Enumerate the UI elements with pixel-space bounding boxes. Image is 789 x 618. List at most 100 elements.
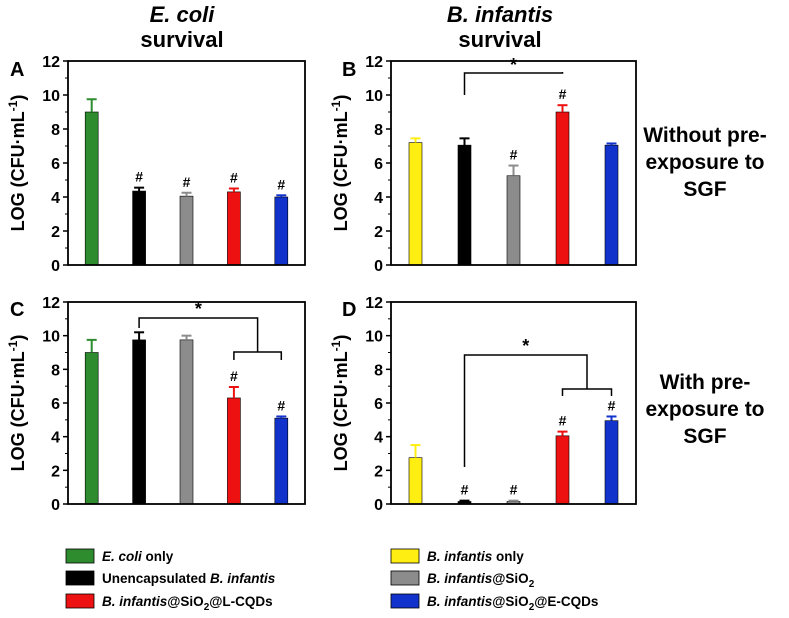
legend-label-part: E. coli (102, 549, 142, 564)
panel-letter: A (10, 59, 24, 81)
legend-label-part: 2 (204, 602, 210, 613)
legend-label: B. infantis@SiO2@L-CQDs (102, 594, 273, 613)
panel-b: B LOG (CFU·mL-1) 0 2 4 6 8 10 12 # # * (329, 54, 637, 275)
bar (84, 352, 99, 505)
y-tick-label: 2 (374, 463, 383, 480)
y-tick-label: 12 (42, 295, 60, 312)
y-tick-label: 10 (42, 329, 60, 346)
significance-bracket (138, 317, 259, 352)
y-tick-label: 12 (42, 54, 60, 71)
y-axis-label-main: LOG (CFU·mL (8, 351, 28, 471)
legend-label-part: 2 (529, 579, 535, 590)
y-tick-label: 6 (51, 396, 60, 413)
panel-letter: C (10, 299, 24, 321)
y-tick-label: 12 (365, 54, 383, 71)
legend: E. coli only B. infantis onlyUnencapsulat… (65, 548, 598, 613)
y-axis-label: LOG (CFU·mL-1) (329, 95, 351, 232)
panel-a: A LOG (CFU·mL-1) 0 2 4 6 8 10 12 # # # # (6, 54, 306, 275)
legend-label: B. infantis@SiO2@E-CQDs (427, 594, 598, 613)
y-tick-label: 10 (42, 88, 60, 105)
significance-mark: # (183, 174, 191, 190)
significance-bracket (463, 354, 588, 467)
legend-swatch (390, 570, 420, 586)
y-axis-label: LOG (CFU·mL-1) (6, 95, 28, 232)
col-title-left-line2: survival (140, 27, 223, 52)
significance-bracket (463, 72, 564, 95)
significance-star: * (510, 55, 517, 75)
col-title-left-organism: E. coli (150, 2, 216, 27)
significance-mark: # (230, 368, 238, 384)
y-axis-label: LOG (CFU·mL-1) (329, 335, 351, 472)
legend-label-part: only (492, 549, 524, 564)
legend-label: B. infantis only (427, 549, 524, 564)
bar (179, 195, 194, 266)
y-axis-label-main: LOG (CFU·mL (8, 111, 28, 231)
y-tick-label: 8 (374, 122, 383, 139)
bar (408, 142, 423, 266)
row-title-bottom-3: SGF (683, 425, 726, 448)
significance-star: * (522, 336, 529, 356)
panel-c: C LOG (CFU·mL-1) 0 2 4 6 8 10 12 # # * (6, 295, 306, 514)
bar (132, 190, 146, 266)
significance-star: * (195, 299, 202, 319)
bar (604, 420, 619, 505)
significance-mark: # (559, 86, 567, 102)
panel-letter: B (342, 59, 356, 81)
legend-label-part: @L-CQDs (209, 594, 272, 609)
panel-letter: D (342, 299, 356, 321)
y-tick-label: 10 (365, 88, 383, 105)
bar (555, 435, 570, 505)
y-axis-label-sup: -1 (6, 340, 20, 351)
significance-mark: # (277, 397, 285, 413)
legend-label-part: @E-CQDs (534, 594, 598, 609)
bar (506, 175, 521, 266)
significance-mark: # (230, 170, 238, 186)
significance-mark: # (510, 147, 518, 163)
bar (132, 339, 146, 505)
col-title-right-line2: survival (458, 27, 541, 52)
y-tick-label: 0 (374, 497, 383, 514)
y-tick-label: 8 (51, 362, 60, 379)
y-tick-label: 2 (51, 463, 60, 480)
bar (179, 339, 194, 505)
y-axis-label-close: ) (8, 335, 28, 341)
bar (274, 196, 289, 266)
legend-label-part: B. infantis (210, 571, 276, 586)
col-title-right-organism: B. infantis (447, 2, 553, 27)
legend-label: E. coli only (102, 549, 174, 564)
y-axis-label-close: ) (331, 335, 351, 341)
bar (227, 397, 241, 505)
y-tick-label: 4 (51, 430, 60, 447)
y-tick-label: 0 (51, 258, 60, 275)
legend-label-part: Unencapsulated (102, 571, 210, 586)
y-tick-label: 0 (374, 258, 383, 275)
legend-label-part: 2 (529, 602, 535, 613)
y-axis-label-close: ) (331, 95, 351, 101)
significance-mark: # (135, 169, 143, 185)
y-axis-label-close: ) (8, 95, 28, 101)
y-tick-label: 6 (374, 156, 383, 173)
significance-group-bracket (561, 388, 613, 396)
legend-label-part: B. infantis (102, 594, 168, 609)
legend-swatch (390, 593, 420, 609)
bar (274, 417, 289, 505)
y-axis-label-sup: -1 (6, 100, 20, 111)
row-title-bottom-1: With pre- (660, 371, 751, 394)
row-title-top-2: exposure to (645, 151, 764, 174)
y-tick-label: 6 (374, 396, 383, 413)
y-tick-label: 2 (374, 224, 383, 241)
y-axis-label: LOG (CFU·mL-1) (6, 335, 28, 472)
legend-swatch (65, 548, 95, 564)
y-axis-label-sup: -1 (329, 100, 343, 111)
bar (408, 457, 423, 505)
bar (84, 111, 99, 266)
y-axis-label-main: LOG (CFU·mL (331, 111, 351, 231)
significance-mark: # (461, 482, 469, 498)
y-tick-label: 10 (365, 329, 383, 346)
plot-frame (390, 301, 637, 505)
bar (457, 144, 472, 266)
significance-mark: # (510, 482, 518, 498)
y-tick-label: 8 (374, 362, 383, 379)
legend-label-part: B. infantis (427, 594, 493, 609)
